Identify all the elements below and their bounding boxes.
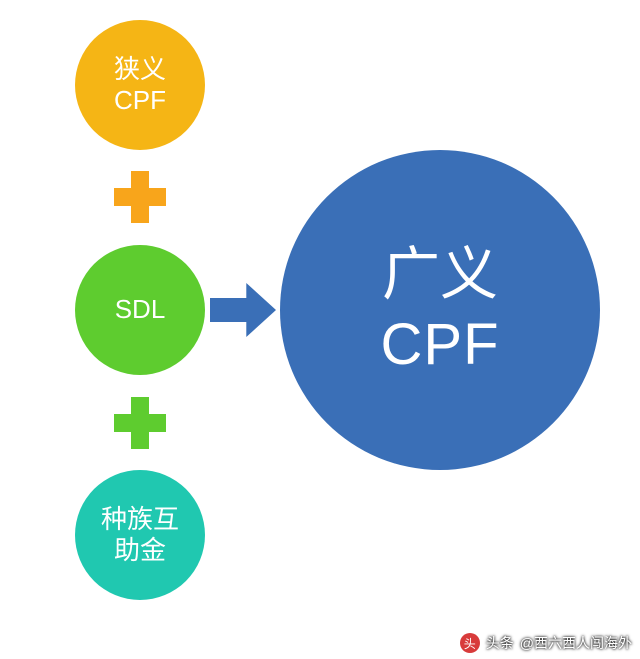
watermark-icon: 头 — [460, 633, 480, 653]
node-sdl-label: SDL — [115, 294, 166, 325]
node-sdl: SDL — [75, 245, 205, 375]
node-broad-cpf: 广义 CPF — [280, 150, 600, 470]
node-race-fund: 种族互 助金 — [75, 470, 205, 600]
node-broad-cpf-line2: CPF — [381, 310, 500, 380]
node-race-fund-line1: 种族互 — [101, 504, 179, 535]
node-narrow-cpf-line2: CPF — [114, 85, 166, 116]
watermark-text: @西六西人闯海外 — [520, 633, 632, 653]
watermark-prefix: 头条 — [486, 633, 514, 653]
node-narrow-cpf: 狭义 CPF — [75, 20, 205, 150]
node-narrow-cpf-line1: 狭义 — [114, 54, 166, 85]
node-broad-cpf-line1: 广义 — [382, 240, 498, 310]
arrow-right-icon — [210, 280, 276, 340]
plus-icon-top — [114, 171, 166, 223]
watermark: 头 头条 @西六西人闯海外 — [460, 633, 632, 653]
plus-icon-bottom — [114, 397, 166, 449]
node-race-fund-line2: 助金 — [114, 535, 166, 566]
